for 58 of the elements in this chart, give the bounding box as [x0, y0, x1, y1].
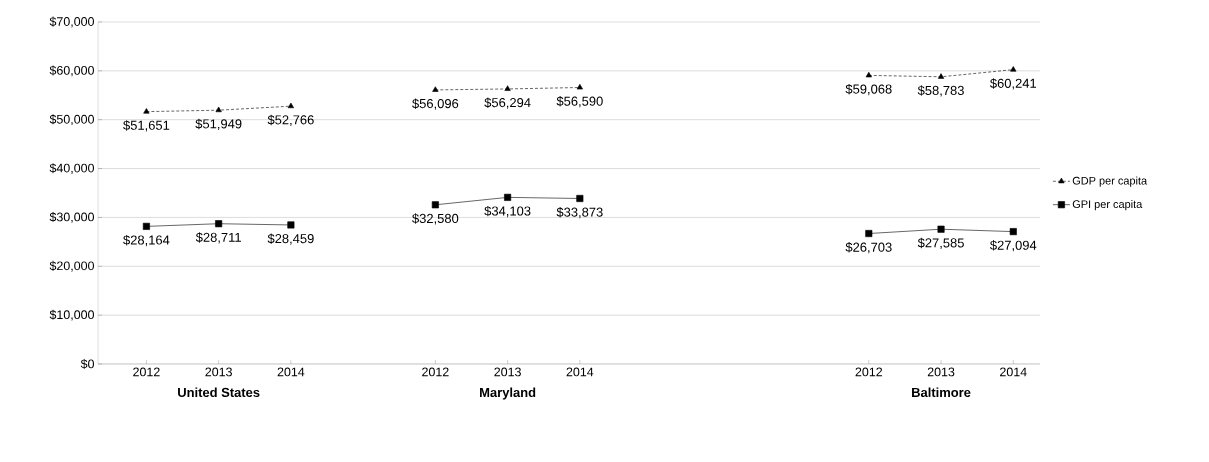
data-label: $34,103 — [484, 205, 531, 218]
data-label: $56,096 — [412, 98, 459, 110]
point — [287, 102, 294, 109]
point — [937, 73, 945, 79]
x-tick-label: 2014 — [277, 367, 305, 377]
x-tick-label: 2013 — [494, 367, 521, 377]
data-label: $33,873 — [556, 207, 603, 219]
y-tick-label: $70,000 — [49, 16, 94, 28]
data-label: $26,703 — [845, 242, 892, 254]
x-tick-label: 2013 — [927, 367, 955, 377]
data-label: $28,164 — [123, 234, 170, 247]
data-label: $52,766 — [267, 114, 314, 126]
point — [504, 85, 511, 91]
point — [576, 84, 583, 90]
y-tick-label: $10,000 — [49, 309, 94, 321]
point — [215, 106, 222, 113]
text: Maryland — [480, 387, 536, 400]
point — [432, 86, 439, 92]
point — [431, 201, 439, 209]
point — [143, 108, 150, 114]
point — [142, 222, 150, 230]
point — [1009, 228, 1017, 236]
y-tick-label: $20,000 — [49, 260, 94, 272]
point — [576, 194, 584, 202]
x-tick-label: 2012 — [855, 367, 883, 377]
data-label: $56,590 — [556, 96, 603, 108]
data-label: $60,241 — [990, 78, 1037, 90]
y-tick-label: $30,000 — [49, 212, 94, 223]
data-label: $58,783 — [917, 85, 964, 97]
point — [287, 221, 295, 229]
y-tick-label: $50,000 — [49, 114, 94, 126]
x-tick-label: 2014 — [1000, 367, 1027, 377]
data-label: $28,711 — [195, 232, 241, 244]
point — [865, 71, 872, 78]
y-tick-label: $0 — [80, 358, 94, 370]
y-tick-label: $40,000 — [49, 163, 94, 174]
text: United States — [178, 387, 260, 398]
data-label: $27,094 — [990, 240, 1037, 252]
data-label: $51,949 — [195, 118, 242, 130]
x-tick-label: 2014 — [566, 367, 594, 377]
point — [215, 220, 223, 228]
point — [504, 193, 512, 201]
point — [937, 225, 945, 233]
data-label: $51,651 — [123, 120, 170, 132]
data-label: $32,580 — [412, 213, 459, 225]
x-tick-label: 2013 — [205, 367, 232, 377]
data-label: $56,294 — [484, 97, 531, 109]
point — [865, 230, 873, 238]
text: Baltimore — [912, 387, 971, 398]
data-label: $59,068 — [845, 83, 892, 96]
point — [1010, 66, 1017, 72]
x-tick-label: 2012 — [133, 367, 160, 377]
x-tick-label: 2012 — [422, 367, 449, 377]
data-label: $28,459 — [267, 233, 314, 245]
data-label: $27,585 — [917, 237, 964, 249]
legend-label: GDP per capita — [1072, 176, 1148, 187]
legend-label: GPI per capita — [1072, 199, 1143, 211]
y-tick-label: $60,000 — [49, 65, 94, 77]
